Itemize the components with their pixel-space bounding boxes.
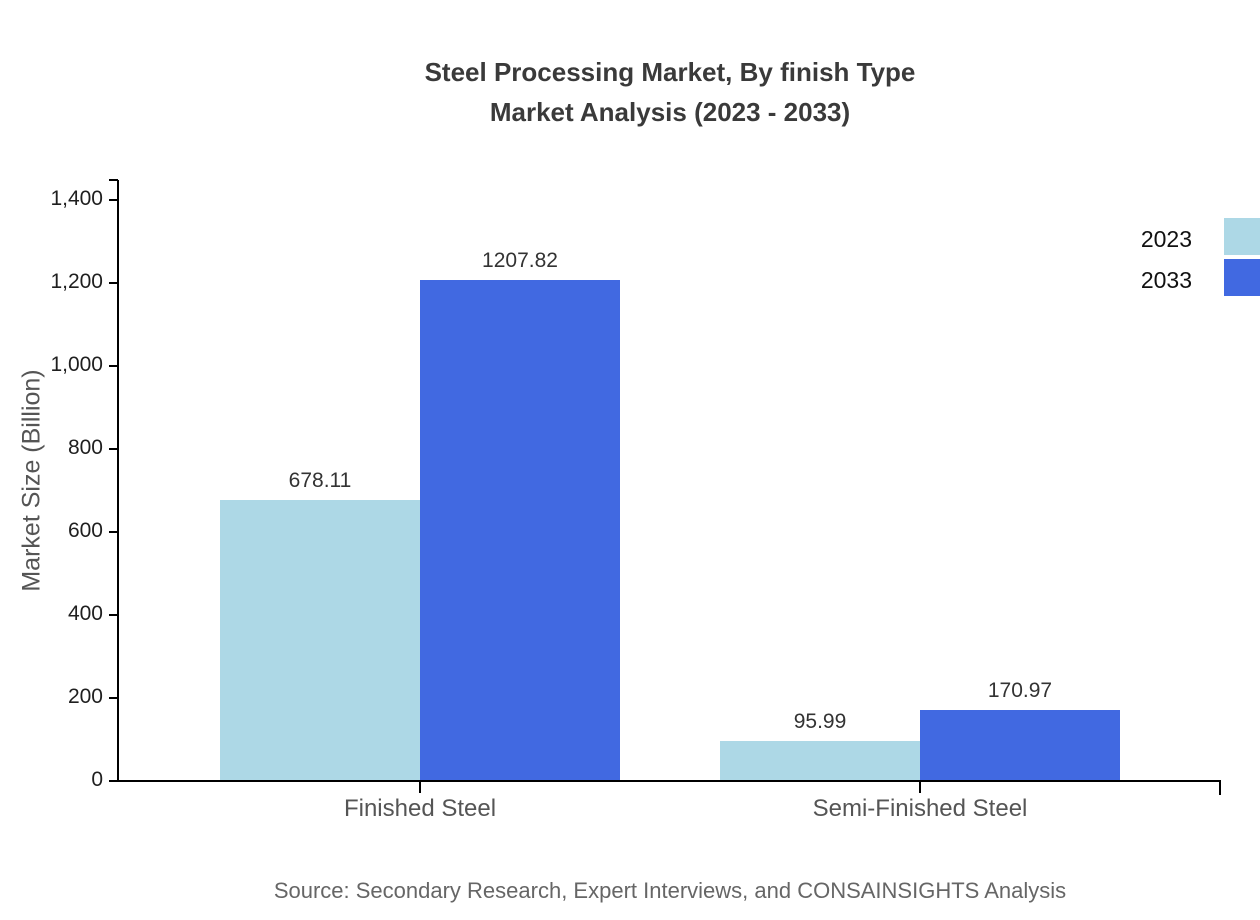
y-tick-mark [109,365,118,367]
y-tick-mark [109,697,118,699]
bar-2023-semi-finished-steel [720,741,920,780]
y-tick-mark [109,614,118,616]
bar-2033-semi-finished-steel [920,710,1120,780]
bar-value-label: 678.11 [288,468,352,492]
chart-title-line2: Market Analysis (2023 - 2033) [489,97,851,127]
x-tick-mark [919,781,921,793]
y-tick-label: 800 [67,436,103,459]
y-tick-mark [109,780,118,782]
source-attribution: Source: Secondary Research, Expert Inter… [273,878,1067,903]
legend-label-2033: 2033 [1140,267,1192,293]
bar-value-label: 170.97 [987,679,1053,703]
y-tick-label: 1,200 [50,270,103,293]
bar-2033-finished-steel [420,279,620,780]
y-tick-label: 1,000 [50,353,103,376]
y-tick-mark [109,199,118,201]
y-tick-mark [109,448,118,450]
chart-title-line1: Steel Processing Market, By finish Type [424,57,916,87]
chart-title: Steel Processing Market, By finish Type … [80,52,1260,132]
bar-2023-finished-steel [220,499,420,780]
y-tick-label: 400 [67,602,103,625]
y-axis-label: Market Size (Billion) [17,369,46,592]
x-tick-mark [419,781,421,793]
y-tick-mark [109,282,118,284]
category-label-semi-finished-steel: Semi-Finished Steel [812,795,1028,822]
legend-label-2023: 2023 [1140,226,1192,252]
y-tick-label: 600 [67,519,103,542]
y-axis-line [117,180,119,782]
x-axis-end-tick [1219,781,1221,795]
y-axis-end-tick [109,179,118,181]
x-axis-line [117,780,1221,782]
y-tick-label: 200 [67,685,103,708]
bar-value-label: 1207.82 [482,248,558,272]
y-tick-label: 1,400 [50,187,103,210]
category-label-finished-steel: Finished Steel [343,795,497,822]
y-tick-mark [109,531,118,533]
bar-value-label: 95.99 [793,710,847,734]
legend-swatch-2033 [1224,259,1260,296]
legend-swatch-2023 [1224,218,1260,255]
y-tick-label: 0 [91,768,103,791]
